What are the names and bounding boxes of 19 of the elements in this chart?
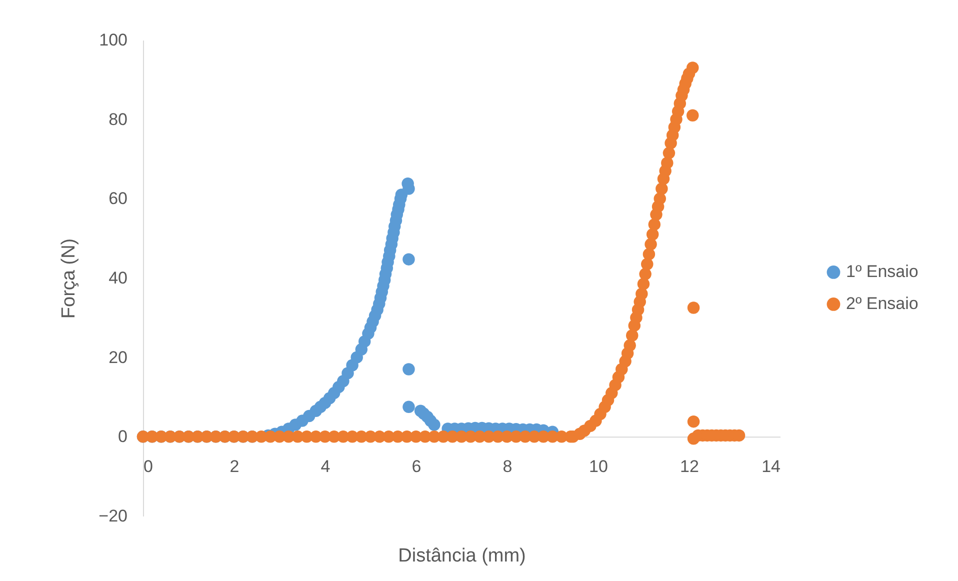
y-tick-label: 20 [108, 348, 128, 367]
x-axis-title: Distância (mm) [398, 546, 526, 566]
y-tick-label: 80 [108, 110, 128, 129]
y-tick-label: 40 [108, 268, 128, 288]
x-tick-label: 0 [144, 457, 153, 476]
y-tick-label: 0 [118, 427, 128, 446]
x-tick-label: 8 [502, 457, 512, 476]
x-tick-label: 12 [680, 457, 699, 476]
x-tick-label: 2 [230, 457, 240, 476]
y-tick-label: 60 [108, 189, 128, 208]
y-tick-label: 100 [99, 30, 128, 50]
y-tick-label: −20 [98, 506, 128, 526]
x-tick-label: 14 [762, 457, 780, 476]
x-tick-label: 4 [320, 457, 330, 476]
legend-label: 2º Ensaio [846, 294, 918, 314]
x-tick-label: 10 [589, 457, 608, 476]
x-tick-label: 6 [412, 457, 422, 476]
y-axis-title: Força (N) [58, 238, 80, 319]
legend-label: 1º Ensaio [846, 262, 918, 282]
